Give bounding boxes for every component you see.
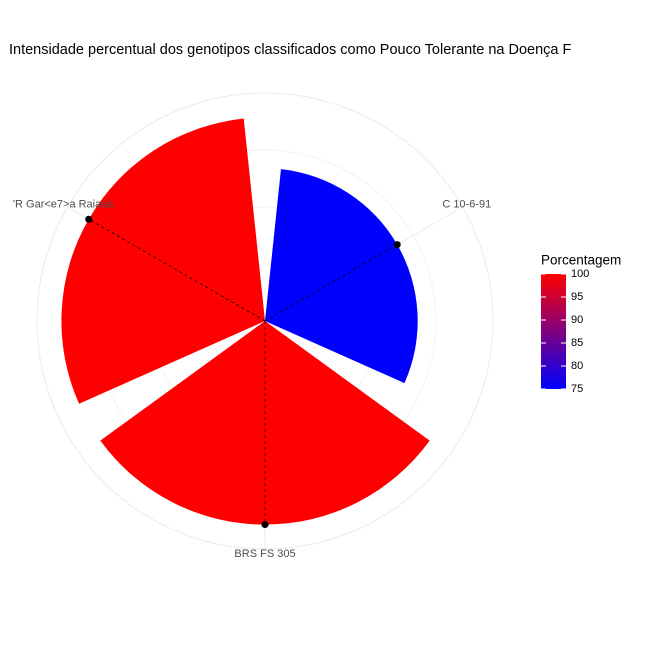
- dashed-line: [264, 244, 398, 322]
- legend-title: Porcentagem: [541, 253, 621, 268]
- bar: [61, 118, 266, 404]
- point: [85, 215, 93, 223]
- legend-tick-label: 80: [571, 360, 583, 372]
- legend-tick-label: 90: [571, 314, 583, 326]
- chart-title: Intensidade percentual dos genotipos cla…: [9, 42, 572, 58]
- dashed-line: [88, 218, 266, 322]
- category-label: C 10-6-91: [442, 198, 491, 210]
- bar: [265, 169, 418, 384]
- legend-tick-label: 75: [571, 383, 583, 395]
- bar: [100, 321, 430, 525]
- category-label: 'R Gar<e7>a Raiada: [13, 198, 114, 210]
- plot: Intensidade percentual dos genotipos cla…: [9, 42, 621, 560]
- point: [393, 241, 401, 249]
- legend-tick-label: 85: [571, 337, 583, 349]
- legend-tick-label: 95: [571, 291, 583, 303]
- colorbar: [541, 274, 566, 389]
- point: [261, 521, 269, 529]
- legend-tick-label: 100: [571, 268, 589, 280]
- category-label: BRS FS 305: [234, 548, 295, 560]
